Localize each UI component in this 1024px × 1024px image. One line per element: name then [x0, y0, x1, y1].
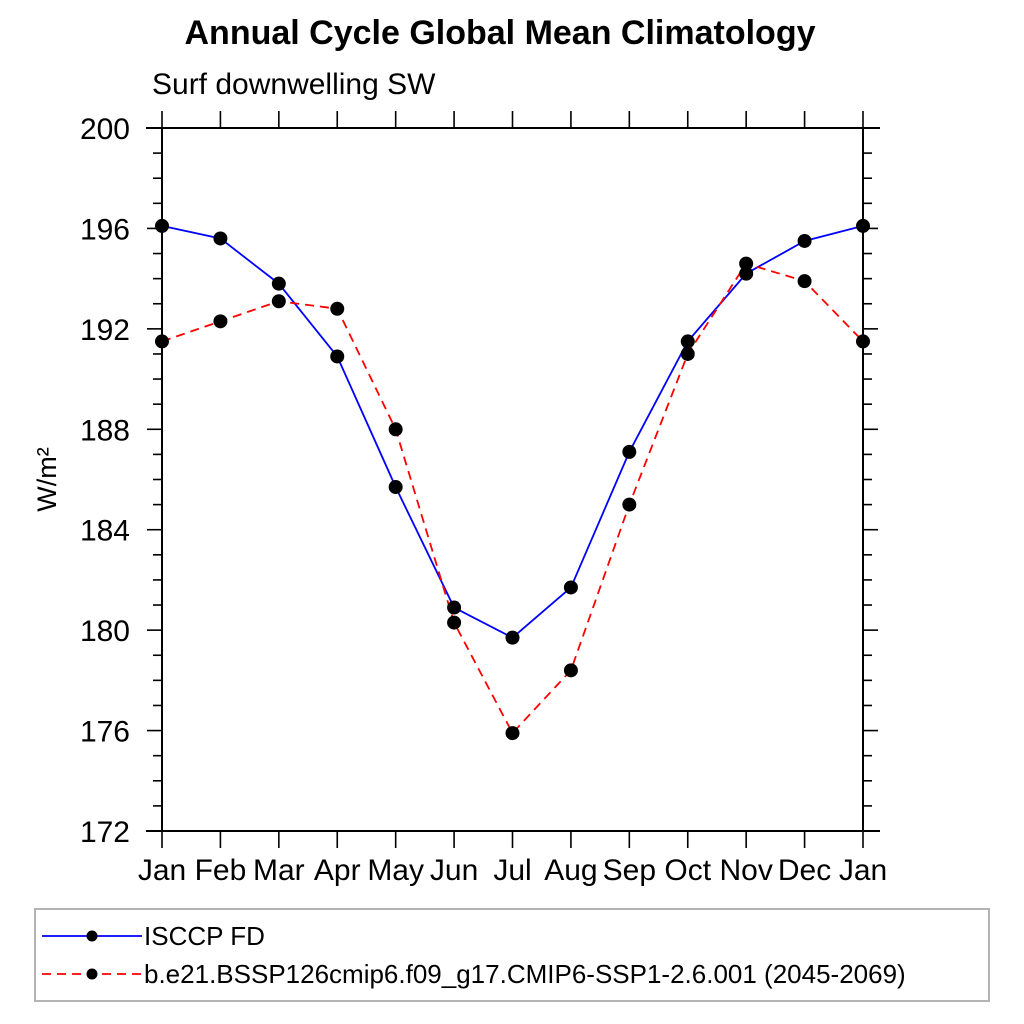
series-line-0 [161, 225, 864, 639]
data-point-0 [622, 444, 637, 459]
y-tick-label: 184 [80, 515, 130, 548]
data-point-1 [739, 256, 754, 271]
legend-item-isccp-fd: ISCCP FD [36, 923, 988, 949]
x-tick-label: Oct [664, 854, 711, 887]
legend-item-model-run: b.e21.BSSP126cmip6.f09_g17.CMIP6-SSP1-2.… [36, 961, 988, 987]
y-tick-label: 172 [80, 816, 130, 849]
legend-key-dashed-line-icon [42, 968, 142, 980]
data-point-0 [155, 218, 169, 233]
x-tick-label: Dec [778, 854, 831, 887]
data-point-1 [505, 726, 520, 741]
data-point-0 [213, 231, 228, 246]
legend-label-model-run: b.e21.BSSP126cmip6.f09_g17.CMIP6-SSP1-2.… [144, 959, 906, 990]
data-point-1 [680, 346, 695, 361]
data-point-0 [447, 600, 462, 615]
data-point-1 [447, 615, 462, 630]
x-tick-label: Mar [253, 854, 305, 887]
data-point-0 [797, 233, 812, 248]
legend-key-solid-line-icon [42, 930, 142, 942]
y-tick-label: 188 [80, 414, 130, 447]
data-point-0 [563, 580, 578, 595]
data-point-1 [856, 334, 870, 349]
x-tick-label: Apr [314, 854, 361, 887]
data-point-1 [388, 422, 403, 437]
x-tick-label: Nov [719, 854, 772, 887]
data-point-0 [505, 630, 520, 645]
legend-label-isccp-fd: ISCCP FD [144, 920, 265, 951]
data-point-1 [797, 274, 812, 289]
data-point-0 [856, 218, 870, 233]
y-tick-label: 200 [80, 113, 130, 146]
data-point-1 [271, 294, 286, 309]
chart-title: Annual Cycle Global Mean Climatology [184, 14, 816, 52]
y-axis-title: W/m² [32, 447, 62, 511]
data-point-1 [330, 301, 345, 316]
data-point-0 [330, 349, 345, 364]
x-tick-label: May [367, 854, 424, 887]
x-tick-label: Aug [544, 854, 597, 887]
x-tick-label: Sep [603, 854, 656, 887]
x-tick-label: Jan [839, 854, 887, 887]
y-tick-label: 180 [80, 615, 130, 648]
legend: ISCCP FD b.e21.BSSP126cmip6.f09_g17.CMIP… [34, 908, 990, 1002]
y-tick-label: 192 [80, 314, 130, 347]
y-tick-label: 196 [80, 213, 130, 246]
data-point-1 [155, 334, 169, 349]
x-tick-label: Jun [430, 854, 478, 887]
data-point-1 [213, 314, 228, 329]
data-point-0 [388, 480, 403, 495]
chart-subtitle: Surf downwelling SW [152, 68, 436, 101]
x-tick-label: Jul [493, 854, 531, 887]
data-point-1 [563, 663, 578, 678]
data-point-0 [271, 276, 286, 291]
x-tick-label: Jan [138, 854, 186, 887]
data-point-0 [680, 334, 695, 349]
series-line-1 [161, 262, 864, 735]
x-tick-label: Feb [195, 854, 247, 887]
data-point-0 [739, 266, 754, 281]
y-tick-label: 176 [80, 716, 130, 749]
data-point-1 [622, 497, 637, 512]
